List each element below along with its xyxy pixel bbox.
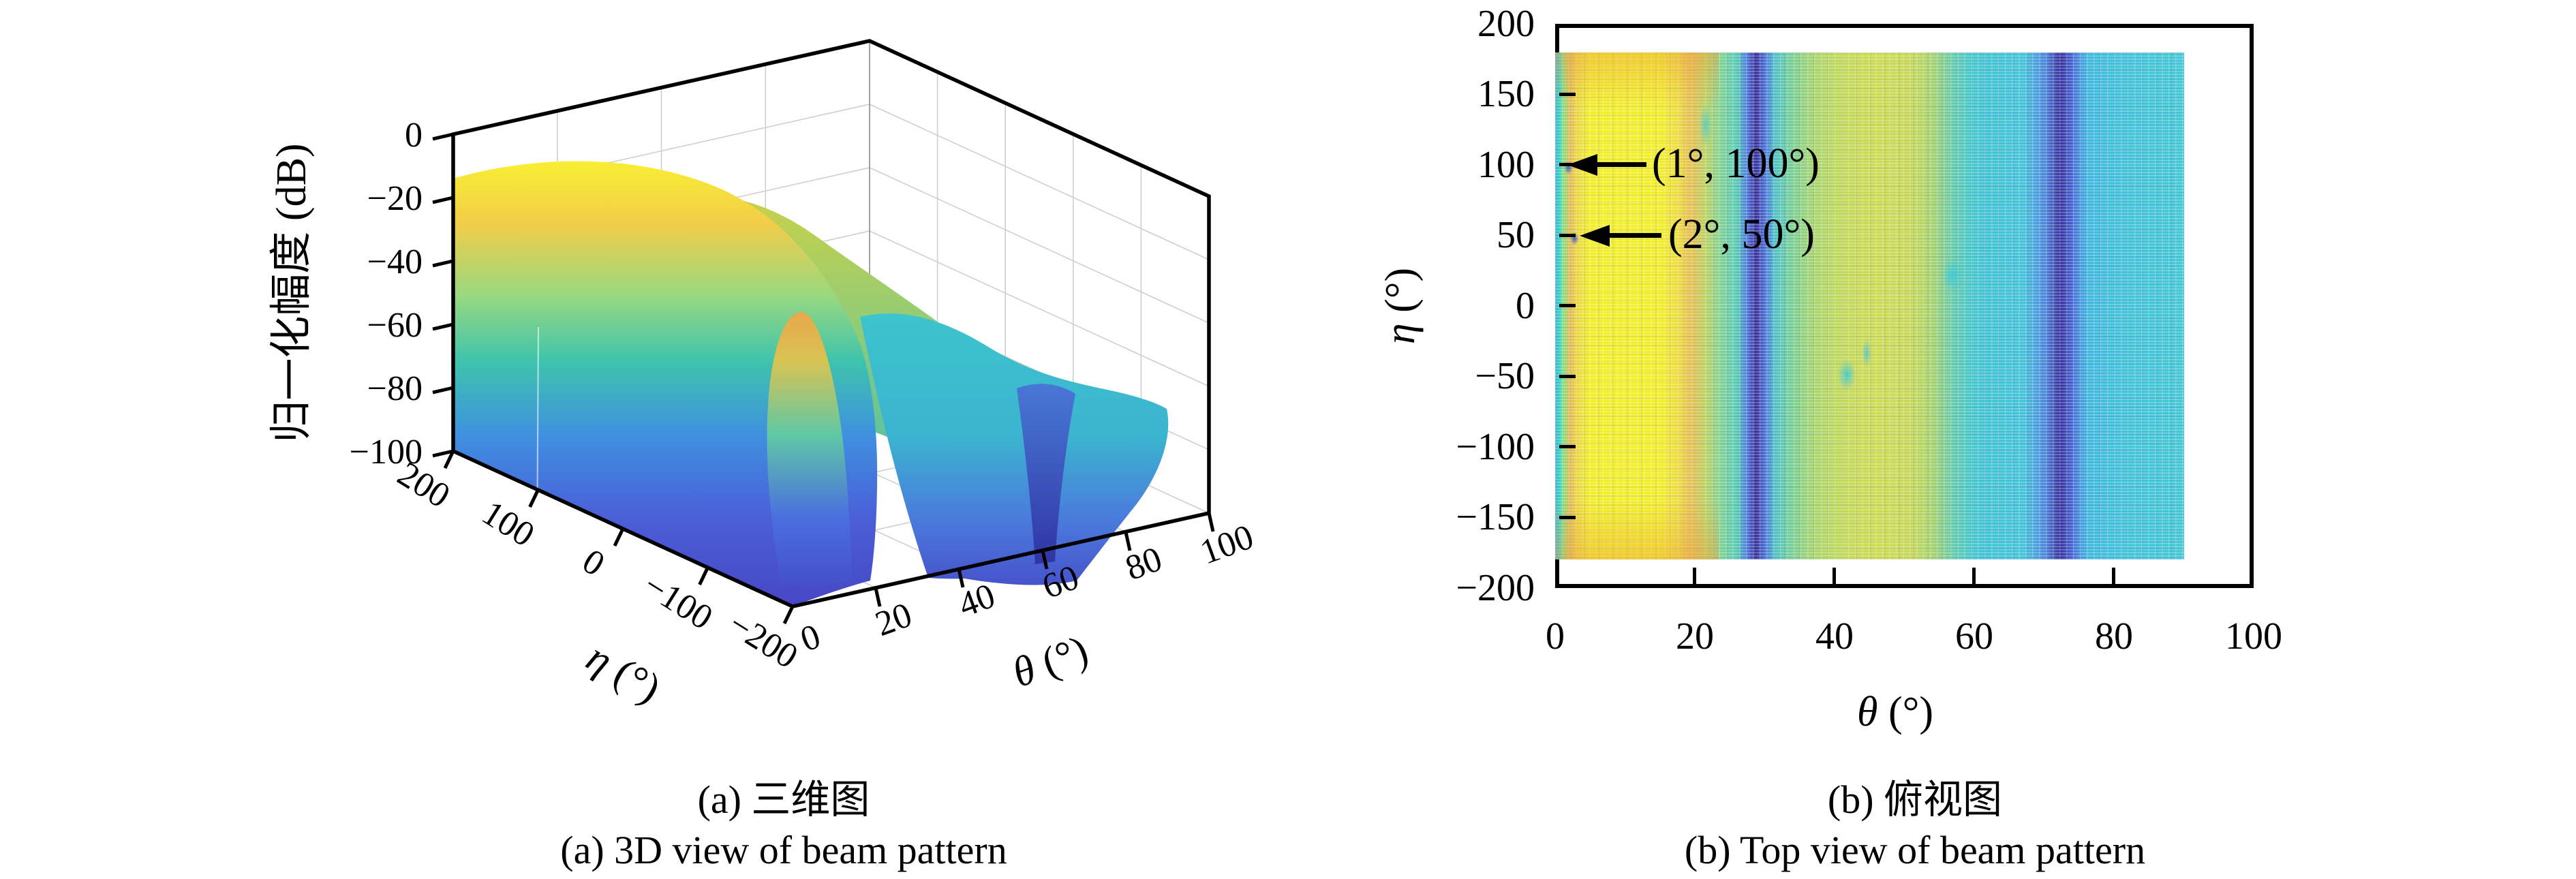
x-tick-label: 20 bbox=[1676, 615, 1714, 658]
z-tick: −100 bbox=[350, 433, 423, 472]
y-tick-label: 0 bbox=[1516, 285, 1535, 327]
z-tick: −20 bbox=[367, 179, 423, 218]
arrow-left-icon bbox=[1580, 225, 1610, 247]
surface-null-gorge bbox=[1017, 384, 1075, 564]
z-axis-label: 归一化幅度 (dB) bbox=[269, 143, 315, 442]
tick-marks bbox=[432, 132, 1215, 625]
heatmap-blob bbox=[1862, 339, 1872, 368]
eta-tick: −200 bbox=[722, 604, 804, 676]
y-tick-label: 200 bbox=[1477, 3, 1535, 45]
x-tick-mark bbox=[1693, 568, 1696, 584]
y-tick-label: −200 bbox=[1456, 567, 1535, 609]
beam-surface bbox=[453, 161, 1169, 607]
y-tick-mark bbox=[1559, 375, 1576, 378]
arrow-shaft bbox=[1608, 233, 1661, 238]
y-tick-label: 50 bbox=[1497, 214, 1535, 256]
heatmap-blob bbox=[1700, 103, 1713, 147]
y-tick-label: 150 bbox=[1477, 73, 1535, 115]
y-tick-label: 100 bbox=[1477, 144, 1535, 186]
surface-sidelobe-ridge bbox=[767, 312, 852, 586]
x-tick-label: 100 bbox=[2225, 615, 2282, 658]
x-tick-mark bbox=[2112, 568, 2115, 584]
arrow-left-icon bbox=[1567, 154, 1597, 176]
heatmap-blob bbox=[1838, 359, 1856, 391]
theta-tick: 100 bbox=[1195, 517, 1259, 572]
y-tick-mark bbox=[1559, 445, 1576, 448]
x-tick-mark bbox=[1972, 568, 1976, 584]
heatmap-mesh-texture bbox=[1555, 52, 2184, 559]
x-tick-label: 0 bbox=[1546, 615, 1565, 658]
x-tick-label: 80 bbox=[2095, 615, 2133, 658]
theta-axis-label: θ (°) bbox=[1007, 627, 1094, 696]
y-tick-label: −100 bbox=[1456, 426, 1535, 468]
y-tick-mark bbox=[1559, 516, 1576, 519]
y-tick-label: −150 bbox=[1456, 496, 1535, 538]
heatmap-blob bbox=[1942, 258, 1963, 294]
b-x-axis-label: θ (°) bbox=[1857, 689, 1934, 735]
z-tick: −60 bbox=[367, 306, 423, 345]
annotation-2-label: (2°, 50°) bbox=[1668, 211, 1815, 258]
heatmap-edge-tint bbox=[1555, 52, 1719, 559]
x-tick-label: 60 bbox=[1955, 615, 1993, 658]
z-tick-labels: 0 −20 −40 −60 −80 −100 bbox=[350, 116, 423, 472]
eta-tick: −100 bbox=[637, 566, 719, 637]
annotation-1-label: (1°, 100°) bbox=[1652, 140, 1820, 187]
y-tick-label: −50 bbox=[1475, 355, 1535, 397]
z-tick: 0 bbox=[405, 116, 423, 155]
caption-b-en: (b) Top view of beam pattern bbox=[1684, 828, 2146, 872]
z-tick: −40 bbox=[367, 243, 423, 281]
caption-a-zh: (a) 三维图 bbox=[697, 777, 870, 822]
surface-plot-3d: 0 −20 −40 −60 −80 −100 200 100 0 −100 −2… bbox=[269, 39, 1259, 712]
z-tick: −80 bbox=[367, 369, 423, 408]
x-tick-mark bbox=[1833, 568, 1836, 584]
y-tick-mark bbox=[1559, 93, 1576, 96]
caption-b-zh: (b) 俯视图 bbox=[1827, 777, 2003, 822]
surface-crease bbox=[536, 326, 539, 553]
theta-tick: 0 bbox=[795, 617, 825, 659]
heatmap bbox=[1555, 52, 2184, 559]
x-tick-label: 40 bbox=[1815, 615, 1854, 658]
y-tick-mark bbox=[1559, 234, 1576, 237]
caption-a-en: (a) 3D view of beam pattern bbox=[560, 828, 1007, 872]
eta-tick: 0 bbox=[576, 542, 611, 584]
b-y-axis-label: η (°) bbox=[1377, 267, 1424, 345]
eta-axis-label: η (°) bbox=[579, 634, 668, 712]
arrow-shaft bbox=[1596, 162, 1646, 167]
surface-teal-plateau bbox=[860, 313, 1169, 585]
y-tick-mark bbox=[1559, 304, 1576, 307]
